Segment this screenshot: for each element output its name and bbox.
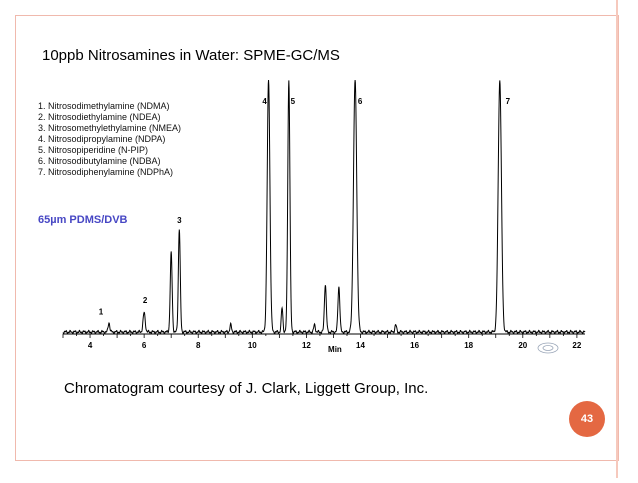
slide-edge-decoration — [616, 0, 618, 478]
fiber-annotation: 65µm PDMS/DVB — [38, 214, 128, 226]
x-tick-label: 18 — [464, 341, 473, 350]
legend-item: 7. Nitrosodiphenylamine (NDPhA) — [38, 167, 173, 177]
figure-caption: Chromatogram courtesy of J. Clark, Ligge… — [64, 380, 429, 397]
x-tick-label: 10 — [248, 341, 257, 350]
peak-labels: 1 2 3 4 5 6 7 — [99, 97, 511, 316]
legend-item: 2. Nitrosodiethylamine (NDEA) — [38, 112, 161, 122]
peak-label-2: 2 — [143, 296, 148, 305]
peak-label-4: 4 — [262, 97, 267, 106]
x-tick-label: 8 — [196, 341, 201, 350]
compound-legend: 1. Nitrosodimethylamine (NDMA)2. Nitroso… — [38, 101, 181, 177]
watermark-icon — [537, 342, 559, 354]
x-axis-ticks: 4 6 8 10 12 14 16 18 20 22 — [62, 334, 582, 350]
slide-frame — [15, 15, 619, 461]
legend-item: 4. Nitrosodipropylamine (NDPA) — [38, 134, 165, 144]
x-tick-label: 20 — [518, 341, 527, 350]
peak-label-3: 3 — [177, 216, 182, 225]
peak-label-6: 6 — [358, 97, 363, 106]
x-tick-label: 14 — [356, 341, 365, 350]
slide-title: 10ppb Nitrosamines in Water: SPME-GC/MS — [42, 47, 340, 64]
legend-item: 1. Nitrosodimethylamine (NDMA) — [38, 101, 170, 111]
x-axis-unit-label: Min — [328, 345, 342, 354]
legend-item: 3. Nitrosomethylethylamine (NMEA) — [38, 123, 181, 133]
x-tick-label: 22 — [572, 341, 581, 350]
peak-label-7: 7 — [506, 97, 511, 106]
peak-label-5: 5 — [291, 97, 296, 106]
x-tick-label: 4 — [88, 341, 93, 350]
chromatogram-trace — [62, 79, 586, 335]
x-tick-label: 6 — [142, 341, 147, 350]
legend-item: 6. Nitrosodibutylamine (NDBA) — [38, 156, 161, 166]
legend-item: 5. Nitrosopiperidine (N-PIP) — [38, 145, 148, 155]
x-tick-label: 16 — [410, 341, 419, 350]
page-number-badge: 43 — [569, 401, 605, 437]
x-tick-label: 12 — [302, 341, 311, 350]
peak-label-1: 1 — [99, 307, 104, 316]
